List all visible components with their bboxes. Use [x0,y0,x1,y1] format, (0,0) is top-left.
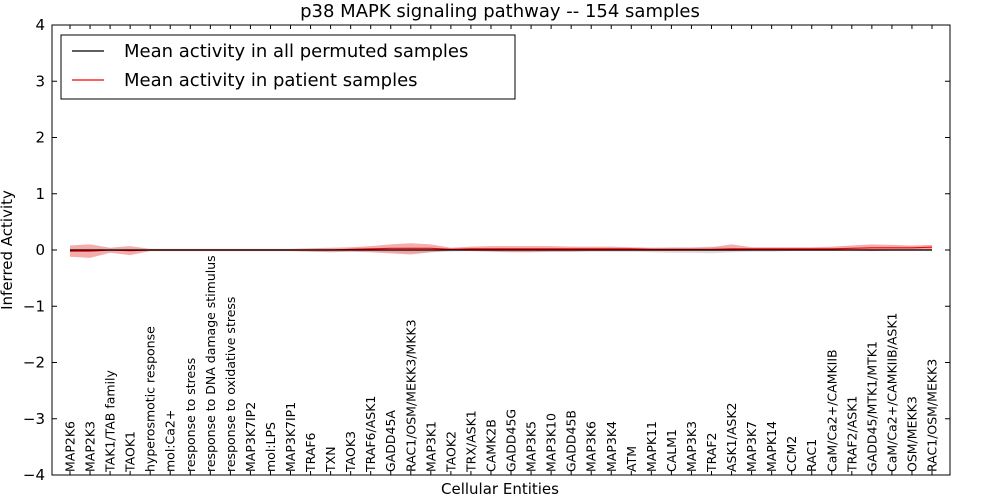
x-tick-label: GADD45B [564,410,579,472]
x-tick-label: mol:LPS [263,422,278,472]
x-tick-label: MAP2K6 [63,421,78,472]
legend-label: Mean activity in patient samples [124,70,418,91]
x-tick-label: MAPK14 [764,421,779,472]
y-tick-label: 2 [35,129,45,147]
x-tick-label: MAP3K7IP2 [243,402,258,472]
y-tick-label: −1 [23,297,45,315]
x-tick-label: TRX/ASK1 [463,410,478,473]
x-tick-label: TRAF6/ASK1 [363,396,378,473]
x-tick-label: OSM/MEKK3 [905,396,920,472]
x-tick-label: TAK1/TAB family [103,369,118,473]
x-tick-label: response to oxidative stress [223,297,238,472]
x-tick-label: TRAF6 [303,432,318,473]
x-tick-label: RAC1 [804,439,819,472]
x-tick-label: TXN [323,446,338,473]
x-tick-label: TAOK2 [443,431,458,473]
x-tick-label: GADD45G [504,409,519,472]
x-axis-ticks: MAP2K6 MAP2K3 TAK1/TAB family TAOK1 hyperosm… [63,25,940,475]
series-lines [70,246,933,252]
x-tick-label: CAMK2B [484,419,499,472]
x-tick-label: MAP2K3 [83,421,98,472]
x-tick-label: mol:Ca2+ [163,410,178,472]
x-tick-label: ASK1/ASK2 [724,403,739,472]
x-tick-label: MAP3K7IP1 [283,402,298,472]
y-tick-label: −4 [23,466,45,484]
y-tick-label: 4 [35,16,45,34]
x-tick-label: CaM/Ca2+/CAMKIIB/ASK1 [884,313,899,472]
x-tick-label: RAC1/OSM/MEKK3 [925,359,940,472]
legend: Mean activity in all permuted samples Mea… [60,34,516,100]
y-tick-label: 0 [35,241,45,259]
x-tick-label: TRAF2/ASK1 [844,396,859,473]
x-tick-label: CALM1 [664,429,679,472]
y-tick-label: −3 [23,410,45,428]
x-tick-label: response to stress [183,358,198,472]
x-tick-label: MAP3K4 [604,421,619,472]
x-tick-label: RAC1/OSM/MEKK3/MKK3 [403,319,418,472]
x-tick-label: TAOK1 [123,431,138,473]
x-tick-label: MAPK11 [644,421,659,472]
y-axis-label: Inferred Activity [0,190,16,310]
x-tick-label: hyperosmotic response [143,326,158,472]
legend-label: Mean activity in all permuted samples [124,41,468,62]
x-tick-label: CCM2 [784,436,799,472]
y-tick-label: 1 [35,185,45,203]
x-tick-label: ATM [624,446,639,472]
x-tick-label: MAP3K10 [544,413,559,472]
x-tick-label: MAP3K7 [744,421,759,472]
y-tick-label: 3 [35,72,45,90]
x-axis-label: Cellular Entities [441,480,559,498]
x-tick-label: response to DNA damage stimulus [203,255,218,472]
x-tick-label: TAOK3 [343,431,358,473]
x-tick-label: CaM/Ca2+/CAMKIIB [824,349,839,472]
x-tick-label: MAP3K3 [684,421,699,472]
y-axis-ticks: 4 3 2 1 0 −1 −2 −3 −4 [23,16,950,484]
x-tick-label: GADD45A [383,410,398,472]
x-tick-label: MAP3K5 [524,421,539,472]
x-tick-label: MAP3K6 [584,421,599,472]
x-tick-label: MAP3K1 [423,421,438,472]
x-tick-label: TRAF2 [704,432,719,473]
chart-title: p38 MAPK signaling pathway -- 154 sample… [300,1,700,22]
x-tick-label: GADD45/MTK1/MTK1 [864,341,879,472]
legend-box [60,34,516,100]
plot-frame [51,24,951,476]
y-tick-label: −2 [23,354,45,372]
